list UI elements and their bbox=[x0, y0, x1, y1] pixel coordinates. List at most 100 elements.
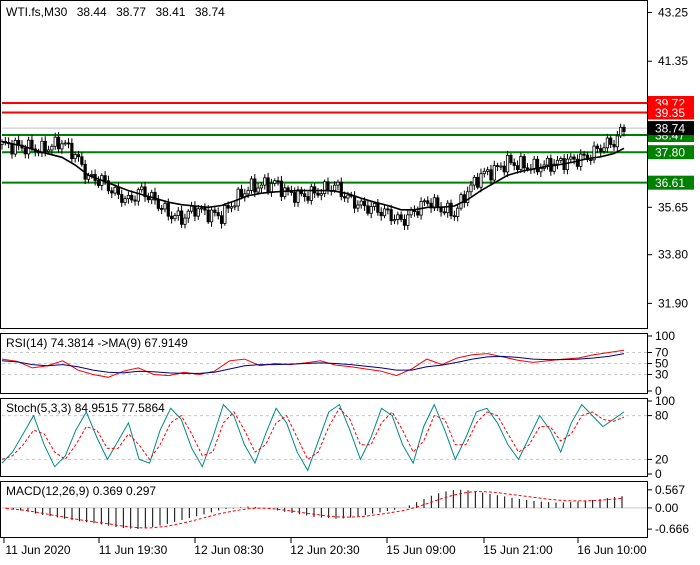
stoch-axis-label: 0 bbox=[655, 467, 662, 481]
candle-body bbox=[189, 205, 194, 212]
candle-body bbox=[120, 193, 124, 203]
candle-body bbox=[379, 211, 383, 217]
candle-body bbox=[505, 154, 510, 173]
time-axis-label: 12 Jun 08:30 bbox=[194, 543, 264, 557]
candle-body bbox=[479, 173, 483, 188]
candle-body bbox=[346, 194, 350, 199]
candle-body bbox=[442, 211, 446, 214]
candle-body bbox=[512, 162, 516, 166]
close-value: 38.74 bbox=[195, 5, 225, 19]
candle-body bbox=[216, 212, 220, 217]
time-axis-label: 15 Jun 09:00 bbox=[386, 543, 456, 557]
candle-body bbox=[259, 184, 264, 189]
candle-body bbox=[0, 141, 4, 145]
candle-body bbox=[223, 205, 227, 224]
candle-body bbox=[10, 143, 14, 155]
candle-body bbox=[612, 144, 616, 148]
stoch-series-line bbox=[1, 407, 625, 461]
candle-body bbox=[376, 203, 380, 213]
candle-body bbox=[602, 147, 606, 152]
time-axis-label: 12 Jun 20:30 bbox=[290, 543, 360, 557]
candle-body bbox=[569, 156, 573, 160]
candle-body bbox=[559, 158, 563, 161]
candle-body bbox=[206, 209, 210, 223]
candle-body bbox=[482, 170, 486, 175]
candle-body bbox=[386, 208, 390, 211]
candle-body bbox=[236, 188, 240, 207]
candle-body bbox=[176, 210, 180, 216]
candle-body bbox=[203, 207, 207, 211]
candle-body bbox=[283, 187, 287, 197]
candle-body bbox=[436, 197, 440, 208]
candle-body bbox=[422, 200, 427, 203]
candle-body bbox=[316, 192, 320, 196]
candle-body bbox=[499, 165, 503, 168]
candle-body bbox=[126, 194, 130, 200]
rsi-axis-label: 30 bbox=[655, 368, 669, 382]
candle-body bbox=[619, 126, 623, 137]
candle-body bbox=[249, 178, 254, 191]
candle-body bbox=[23, 147, 27, 155]
candle-body bbox=[362, 200, 367, 207]
time-axis-label: 15 Jun 21:00 bbox=[483, 543, 553, 557]
price-panel: WTI.fs,M30 38.44 38.77 38.41 38.74 bbox=[0, 0, 648, 329]
candle-body bbox=[246, 189, 250, 195]
candle-body bbox=[196, 208, 200, 217]
rsi-axis-label: 70 bbox=[655, 346, 669, 360]
macd-axis-label: 0.00 bbox=[655, 501, 679, 515]
candle-body bbox=[432, 197, 437, 209]
price-axis-label: 41.35 bbox=[658, 54, 688, 68]
candle-body bbox=[492, 165, 496, 181]
candle-body bbox=[339, 181, 343, 197]
candle-body bbox=[549, 157, 553, 172]
candle-body bbox=[193, 205, 197, 217]
candle-body bbox=[80, 156, 84, 165]
candle-body bbox=[266, 177, 270, 193]
candle-body bbox=[615, 135, 619, 148]
candle-body bbox=[136, 189, 140, 202]
price-axis-label: 35.65 bbox=[658, 200, 688, 214]
candle-body bbox=[545, 157, 550, 166]
candle-body bbox=[70, 142, 74, 160]
candle-body bbox=[476, 176, 480, 188]
candle-body bbox=[369, 206, 373, 214]
candle-body bbox=[110, 190, 114, 194]
candle-body bbox=[156, 199, 160, 209]
candle-body bbox=[326, 181, 330, 191]
candle-body bbox=[90, 174, 94, 176]
price-axis-label: 33.80 bbox=[658, 248, 688, 262]
candle-body bbox=[539, 168, 543, 173]
candle-body bbox=[239, 188, 244, 198]
candle-body bbox=[565, 158, 570, 171]
candle-body bbox=[96, 180, 101, 186]
rsi-axis-label: 50 bbox=[655, 357, 669, 371]
time-axis-label: 16 Jun 10:00 bbox=[577, 543, 647, 557]
candle-body bbox=[43, 140, 47, 152]
candle-body bbox=[180, 210, 184, 225]
candle-body bbox=[496, 165, 500, 167]
candle-body bbox=[392, 219, 397, 222]
candle-body bbox=[622, 126, 626, 132]
candle-body bbox=[605, 137, 609, 149]
price-level-label: 39.35 bbox=[655, 106, 685, 120]
candle-body bbox=[166, 203, 170, 217]
candle-body bbox=[133, 199, 137, 202]
candle-body bbox=[333, 184, 337, 191]
candle-body bbox=[76, 154, 81, 158]
candle-body bbox=[143, 186, 147, 198]
candle-body bbox=[56, 136, 61, 150]
candle-body bbox=[389, 209, 393, 222]
candle-body bbox=[416, 211, 420, 216]
candle-body bbox=[286, 187, 290, 191]
candle-body bbox=[219, 215, 224, 224]
candle-body bbox=[103, 175, 107, 182]
moving-average-line bbox=[1, 141, 625, 211]
candle-body bbox=[522, 156, 526, 169]
stoch-axis-label: 80 bbox=[655, 409, 669, 423]
candle-body bbox=[352, 195, 357, 209]
macd-title: MACD(12,26,9) 0.369 0.297 bbox=[6, 484, 156, 498]
candle-body bbox=[226, 205, 230, 209]
